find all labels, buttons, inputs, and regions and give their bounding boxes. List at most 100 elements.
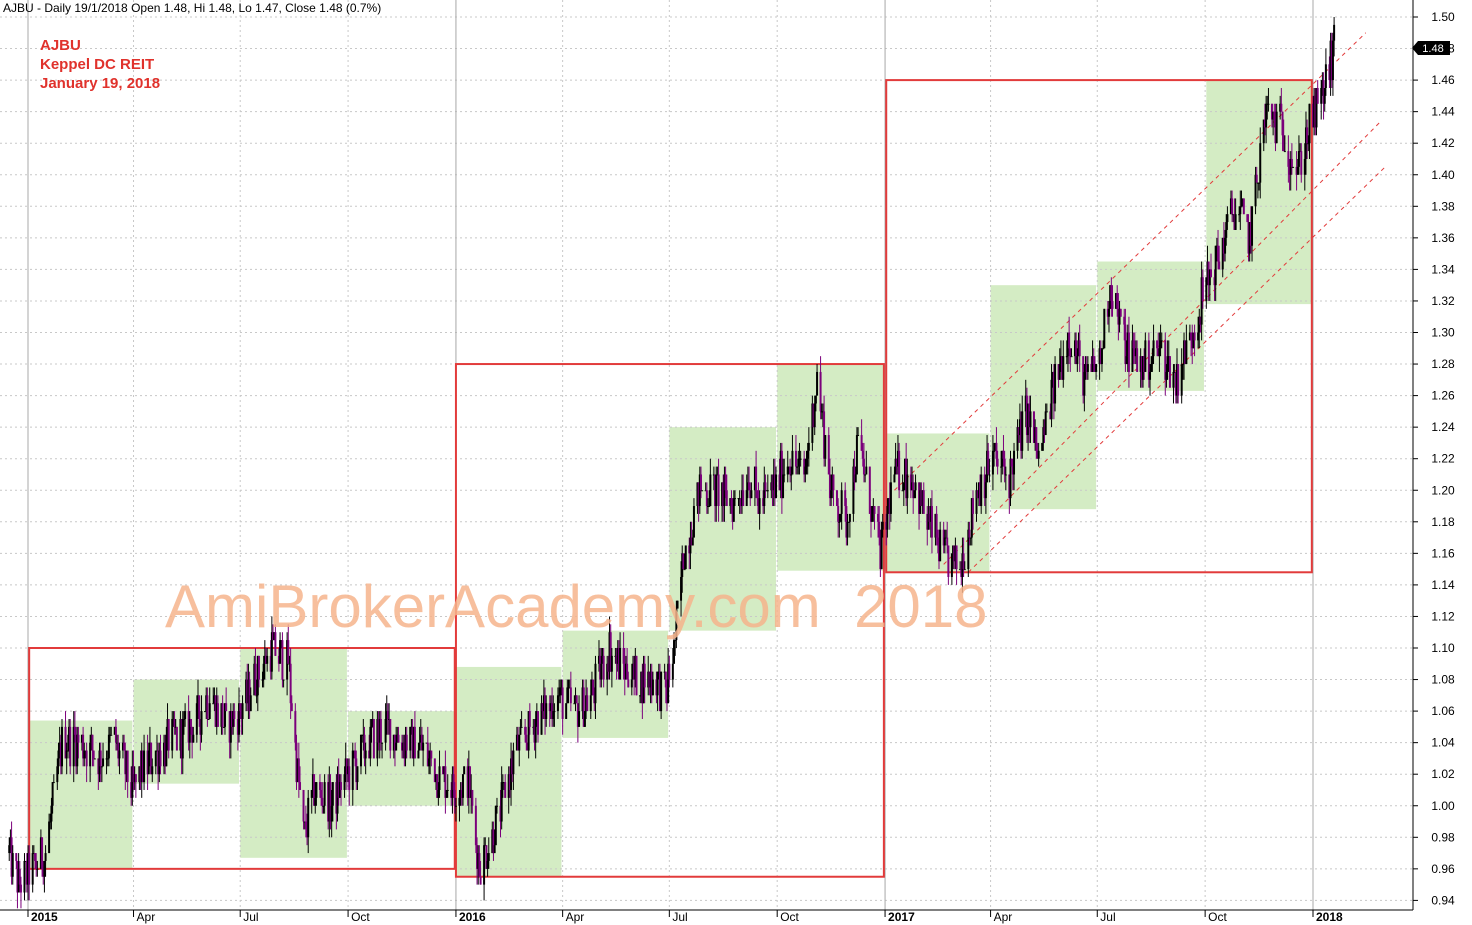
price-bar-body — [34, 853, 37, 861]
price-bar-body — [724, 474, 727, 491]
price-bar-body — [114, 726, 117, 743]
price-bar-body — [1143, 356, 1146, 372]
price-bar-body — [1016, 427, 1019, 451]
price-bar-body — [780, 450, 783, 499]
price-bar-body — [750, 490, 753, 499]
price-bar-body — [1042, 427, 1045, 443]
price-bar-body — [871, 506, 874, 522]
price-bar-body — [1160, 340, 1163, 342]
price-bar-body — [783, 474, 786, 476]
price-bar-body — [370, 726, 373, 728]
price-bar-body — [364, 750, 367, 759]
price-bar-body — [1208, 269, 1211, 286]
price-bar-body — [393, 734, 396, 751]
price-bar-body — [385, 711, 388, 719]
price-bar-body — [105, 758, 108, 760]
price-bar-body — [979, 482, 982, 507]
price-bar-body — [263, 655, 266, 664]
price-bar-body — [1100, 348, 1103, 365]
price-bar-body — [31, 853, 34, 885]
price-bar-body — [139, 766, 142, 783]
price-bar-body — [805, 458, 808, 467]
price-bar-body — [1322, 80, 1325, 104]
price-bar-body — [994, 442, 997, 451]
price-bar-body — [709, 474, 712, 507]
price-bar-body — [1036, 450, 1039, 459]
price-bar-body — [1151, 356, 1154, 365]
price-bar-body — [117, 742, 120, 759]
x-tick-label: Oct — [1208, 910, 1227, 924]
price-bar-body — [608, 632, 611, 672]
price-bar-body — [1131, 340, 1134, 372]
price-bar-body — [248, 679, 251, 712]
price-bar-body — [313, 774, 316, 806]
price-bar-body — [886, 506, 889, 530]
price-bar-body — [1073, 340, 1076, 357]
price-bar-body — [635, 655, 638, 696]
price-bar-body — [549, 703, 552, 712]
price-bar-body — [1226, 214, 1229, 223]
price-bar-body — [656, 671, 659, 696]
price-bar-body — [551, 703, 554, 719]
price-bar-body — [680, 577, 683, 601]
price-bar-body — [32, 853, 35, 855]
price-bar-body — [737, 498, 740, 500]
price-bar-body — [796, 466, 799, 468]
price-bar-body — [255, 695, 258, 697]
price-bar-body — [561, 687, 564, 719]
price-bar-body — [837, 506, 840, 522]
price-bar-body — [1086, 364, 1089, 372]
price-bar-body — [1256, 182, 1259, 184]
price-bar-body — [782, 474, 785, 499]
price-bar-body — [93, 758, 96, 760]
price-bar-body — [191, 726, 194, 743]
price-bar-body — [946, 537, 949, 546]
price-bar-body — [1177, 364, 1180, 396]
x-tick-label: Apr — [994, 910, 1013, 924]
price-bar-body — [763, 482, 766, 507]
price-bar-body — [49, 821, 52, 823]
price-bar-body — [148, 742, 151, 751]
price-bar-body — [61, 726, 64, 767]
price-bar-body — [239, 703, 242, 712]
price-bar-body — [1004, 474, 1007, 476]
price-bar-body — [996, 458, 999, 467]
price-bar-body — [256, 655, 259, 696]
price-bar-body — [622, 648, 625, 664]
price-bar-body — [64, 726, 67, 759]
price-bar-body — [893, 474, 896, 483]
x-axis: 2015 Apr Jul Oct 2016 Apr Jul Oct 2017 Apr Jul Oct 2… — [27, 910, 1343, 924]
quarter-range-zone — [669, 427, 777, 631]
price-bar-body — [885, 521, 888, 530]
price-bar-body — [1279, 103, 1282, 112]
price-bar-body — [269, 655, 272, 672]
price-bar-body — [315, 782, 318, 798]
y-tick-label: 1.26 — [1431, 389, 1455, 403]
price-bar-body — [578, 711, 581, 727]
price-bar-body — [919, 490, 922, 514]
price-bar-body — [707, 506, 710, 508]
price-bar-body — [697, 482, 700, 507]
price-bar-body — [1289, 158, 1292, 175]
price-bar-body — [1052, 371, 1055, 404]
price-bar-body — [172, 718, 175, 720]
price-bar-body — [732, 498, 735, 522]
price-bar-body — [57, 750, 60, 767]
price-bar-body — [1092, 356, 1095, 365]
price-bar-body — [1051, 371, 1054, 380]
price-bar-body — [901, 490, 904, 492]
price-bar-body — [556, 695, 559, 712]
price-bar-body — [1062, 356, 1065, 380]
price-bar-body — [967, 529, 970, 570]
price-bar-body — [1099, 348, 1102, 365]
price-bar-body — [1066, 332, 1069, 357]
price-bar-body — [954, 545, 957, 562]
price-bar-body — [804, 466, 807, 475]
price-bar-body — [1017, 427, 1020, 436]
price-bar-body — [430, 750, 433, 759]
price-bar-body — [649, 671, 652, 688]
x-tick-label: Jul — [243, 910, 258, 924]
price-bar-body — [1240, 206, 1243, 208]
price-bar-body — [16, 860, 19, 893]
price-bar-body — [50, 805, 53, 822]
